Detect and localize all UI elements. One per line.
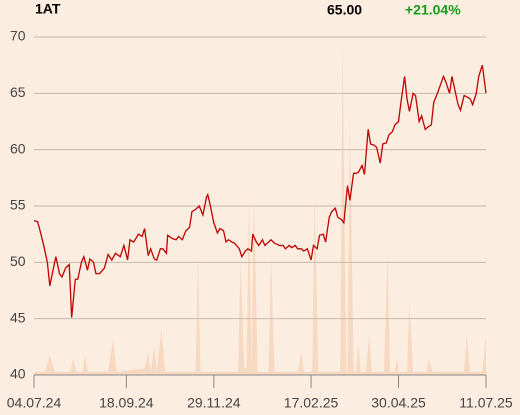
y-tick-label: 45 — [10, 309, 26, 325]
x-tick-label: 30.04.25 — [371, 395, 426, 411]
x-tick-label: 04.07.24 — [7, 395, 62, 411]
y-tick-label: 50 — [10, 253, 26, 269]
y-tick-label: 60 — [10, 140, 26, 156]
y-tick-label: 65 — [10, 84, 26, 100]
x-tick-label: 29.11.24 — [187, 395, 241, 411]
x-tick-label: 17.02.25 — [284, 395, 339, 411]
last-price: 65.00 — [327, 2, 362, 18]
y-tick-label: 70 — [10, 28, 26, 44]
y-tick-label: 55 — [10, 197, 26, 213]
ticker: 1AT — [35, 1, 61, 17]
change: +21.04% — [405, 2, 461, 18]
price-line — [33, 64, 487, 318]
x-tick-label: 11.07.25 — [459, 395, 513, 411]
y-tick-label: 40 — [10, 366, 26, 382]
x-tick-label: 18.09.24 — [99, 395, 154, 411]
